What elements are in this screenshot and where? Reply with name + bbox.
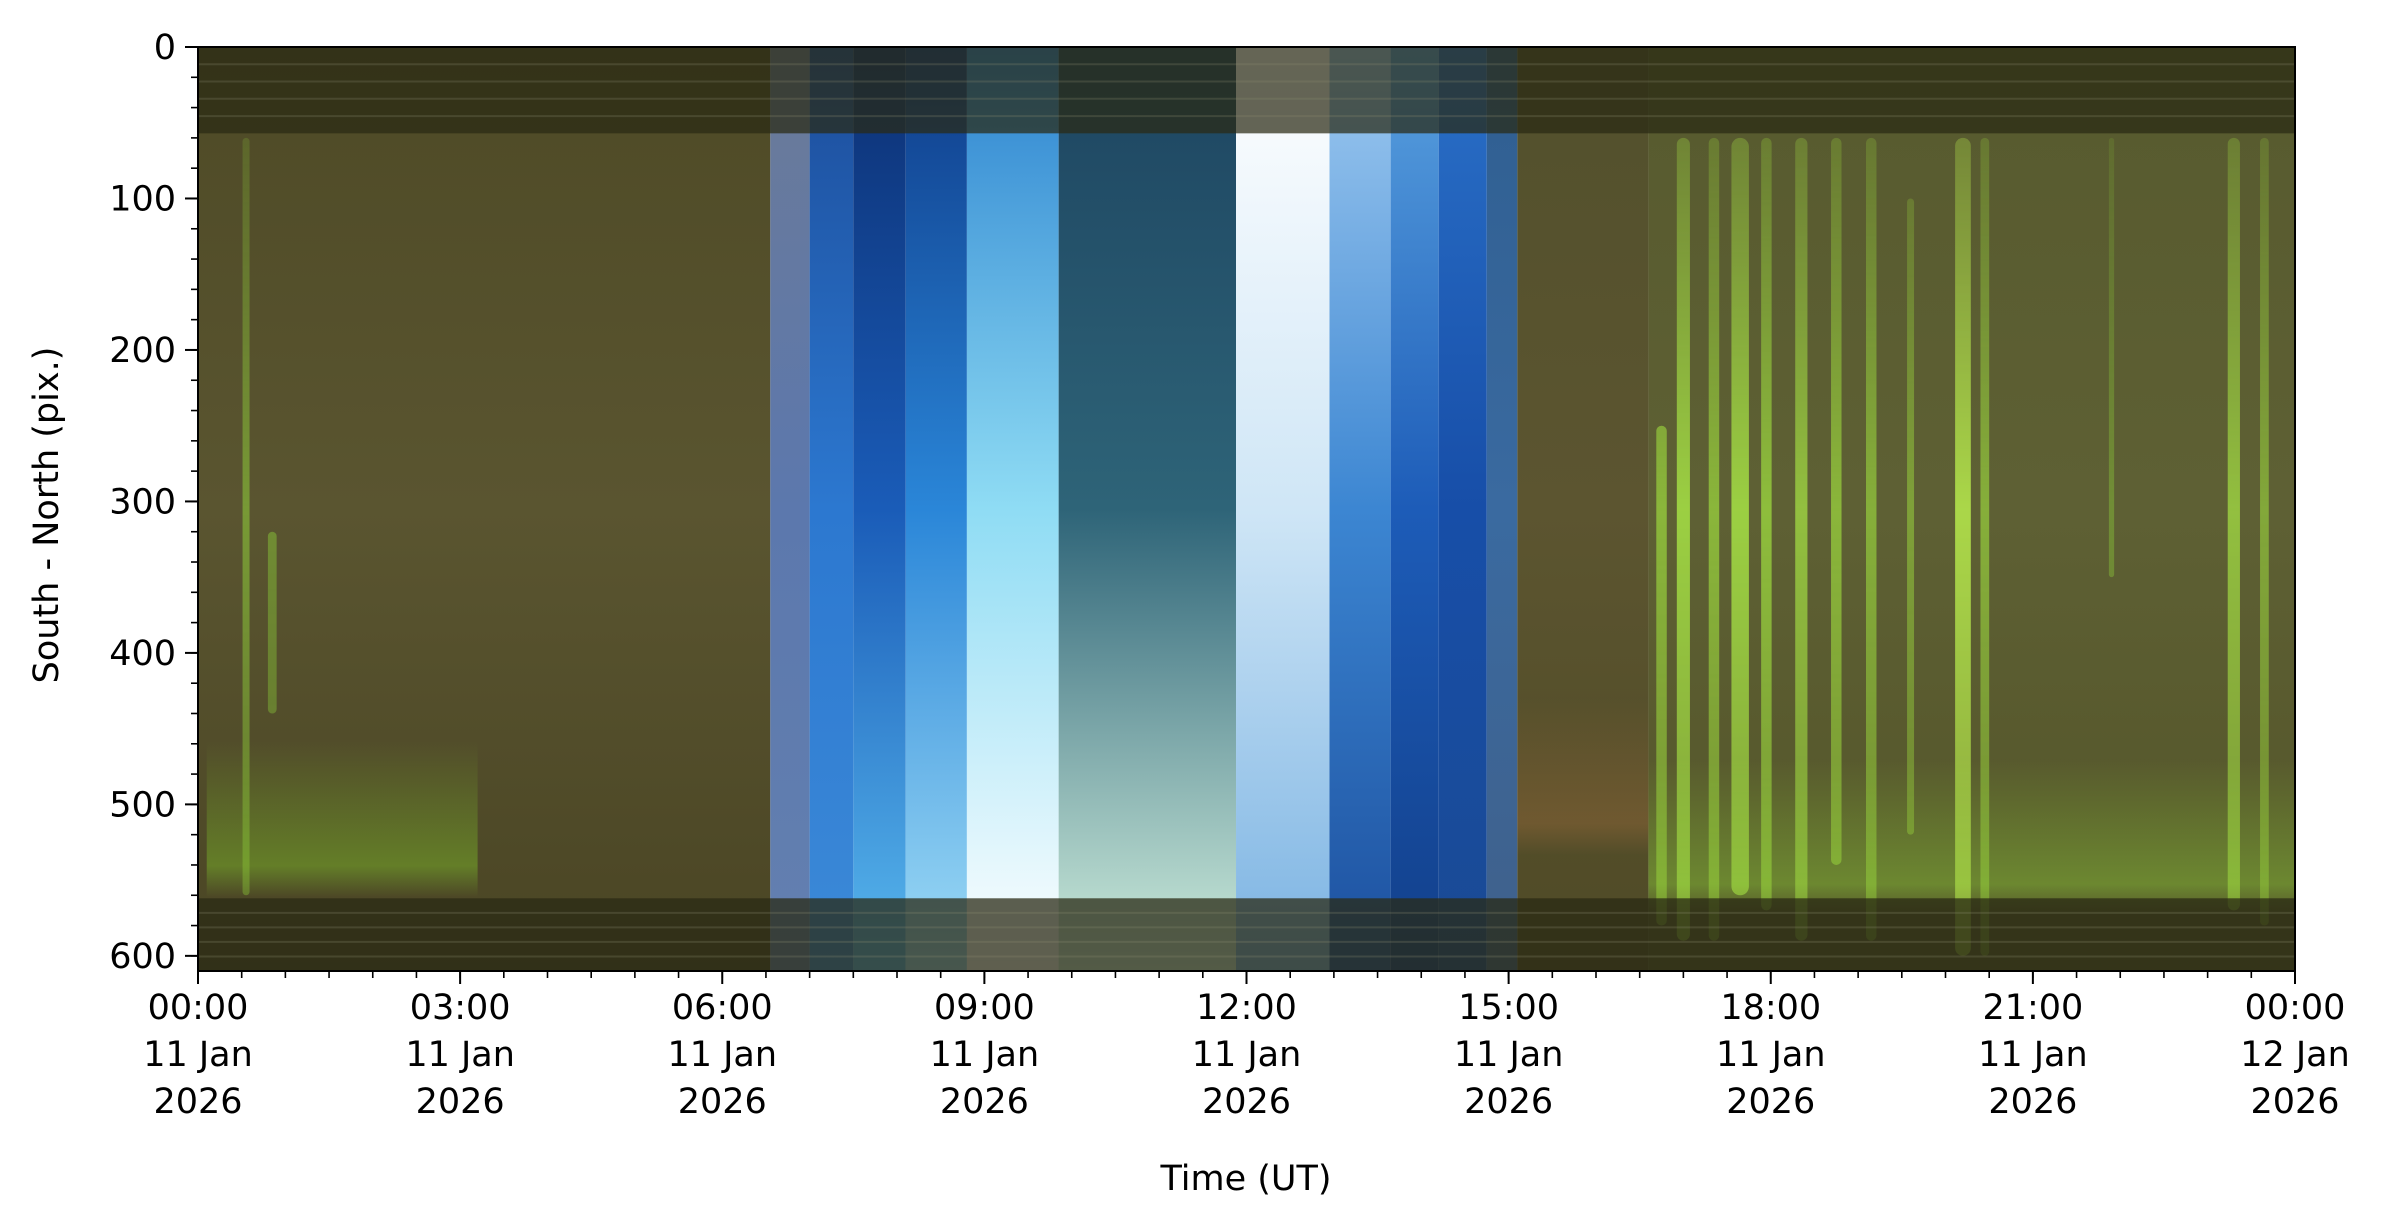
keogram-image (198, 47, 2295, 971)
aurora-streak (242, 137, 250, 896)
time-band-sky (1329, 47, 1391, 971)
time-band-twilight (1486, 47, 1518, 971)
x-tick-label: 12:00 11 Jan 2026 (1192, 988, 1302, 1122)
y-tick-label: 400 (109, 634, 176, 674)
aurora-streak (1795, 137, 1808, 941)
aurora-streak (2227, 137, 2240, 911)
time-band-day (1058, 47, 1237, 971)
horizon-strip (198, 47, 2295, 134)
aurora-glow (1648, 758, 2295, 916)
aurora-glow (206, 740, 478, 898)
time-band-bright (1236, 47, 1330, 971)
aurora-streak (1731, 137, 1749, 896)
aurora-streak (1831, 137, 1842, 865)
x-tick-label: 03:00 11 Jan 2026 (405, 988, 515, 1122)
aurora-streak (1980, 137, 1990, 956)
time-band-bright (966, 47, 1059, 971)
x-tick-label: 21:00 11 Jan 2026 (1978, 988, 2088, 1122)
aurora-streak (1656, 425, 1667, 926)
x-axis: 00:00 11 Jan 2026 03:00 11 Jan 2026 06:00 11 Ja… (143, 971, 2350, 1122)
y-axis: 0 100 200 300 400 500 600 (109, 28, 198, 977)
time-band-sky (905, 47, 967, 971)
aurora-streak (1865, 137, 1877, 941)
aurora-streak (1761, 137, 1772, 911)
x-axis-label: Time (UT) (1159, 1159, 1331, 1199)
y-tick-label: 500 (109, 785, 176, 825)
time-band-sky (1390, 47, 1439, 971)
y-tick-label: 300 (109, 482, 176, 522)
x-tick-label: 00:00 11 Jan 2026 (143, 988, 253, 1122)
aurora-streak (2260, 137, 2269, 926)
x-tick-label: 00:00 12 Jan 2026 (2240, 988, 2350, 1122)
x-tick-label: 15:00 11 Jan 2026 (1454, 988, 1564, 1122)
y-tick-label: 0 (154, 28, 176, 68)
y-tick-label: 200 (109, 331, 176, 371)
time-band-sky (853, 47, 906, 971)
aurora-streak (1955, 137, 1971, 956)
time-band-sky (1438, 47, 1487, 971)
aurora-streak (1676, 137, 1690, 941)
aurora-streak (2108, 137, 2115, 578)
y-tick-label: 100 (109, 179, 176, 219)
aurora-streak (1907, 198, 1915, 835)
horizon-strip (198, 898, 2295, 971)
y-axis-label: South - North (pix.) (27, 347, 67, 684)
aurora-streak (1708, 137, 1720, 941)
time-band-twilight (770, 47, 810, 971)
x-tick-label: 09:00 11 Jan 2026 (930, 988, 1040, 1122)
time-band-sky (809, 47, 854, 971)
y-tick-label: 600 (109, 937, 176, 977)
aurora-glow (1517, 698, 1649, 855)
x-tick-label: 18:00 11 Jan 2026 (1716, 988, 1826, 1122)
aurora-streak (267, 531, 277, 714)
x-tick-label: 06:00 11 Jan 2026 (667, 988, 777, 1122)
